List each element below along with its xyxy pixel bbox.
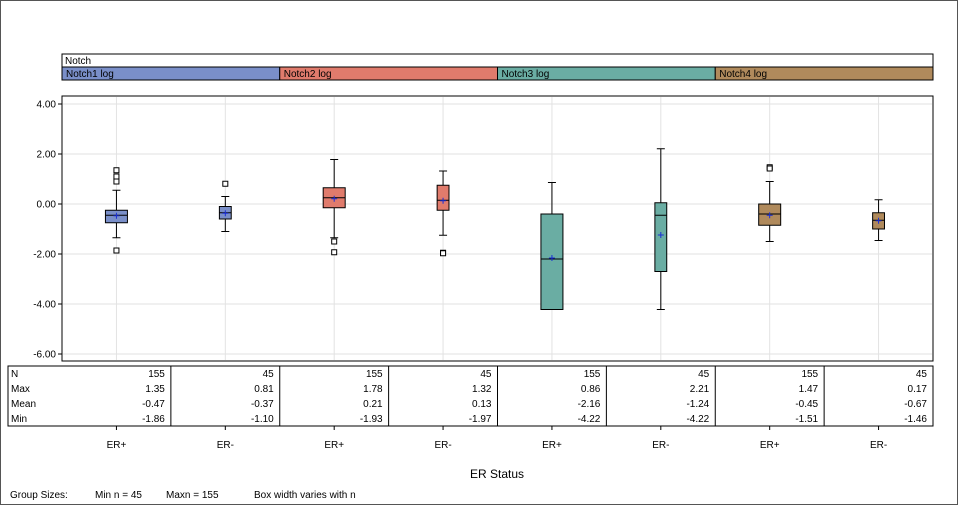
stats-cell: 2.21 xyxy=(690,384,710,395)
box-series xyxy=(104,148,885,310)
stats-cell: 1.78 xyxy=(363,384,383,395)
stats-cell: -2.16 xyxy=(578,399,601,410)
stats-cell: -1.10 xyxy=(251,414,274,425)
stats-cell: -1.97 xyxy=(469,414,492,425)
stats-table: N 155 45 155 45 155 45 155 45 Max 1.35 0.81 1.78 1.32… xyxy=(7,365,934,427)
box-7 xyxy=(758,164,782,242)
footer-max-n: Maxn = 155 xyxy=(166,490,219,501)
x-axis-label: ER Status xyxy=(470,467,524,481)
group-band-4 xyxy=(714,66,934,81)
header-title-band xyxy=(61,53,934,68)
footer-box-width-note: Box width varies with n xyxy=(254,490,356,501)
y-tick-label: -2.00 xyxy=(33,250,56,261)
x-category-label: ER+ xyxy=(324,440,344,451)
stats-cell: -0.45 xyxy=(795,399,818,410)
x-category-label: ER+ xyxy=(760,440,780,451)
box-8 xyxy=(872,199,885,241)
outlier-point xyxy=(331,249,338,256)
stats-cell: 1.35 xyxy=(145,384,165,395)
outlier-point xyxy=(440,250,447,257)
stats-cell: -4.22 xyxy=(686,414,709,425)
stats-cell: 155 xyxy=(366,369,383,380)
x-category-label: ER- xyxy=(652,440,669,451)
stats-row-label: Mean xyxy=(11,399,36,410)
stats-cell: 45 xyxy=(916,369,928,380)
stats-cell: -4.22 xyxy=(578,414,601,425)
stats-cell: 45 xyxy=(263,369,275,380)
outlier-point xyxy=(766,165,773,172)
box-6 xyxy=(654,148,668,310)
y-axis: 4.00 2.00 0.00 -2.00 -4.00 -6.00 xyxy=(33,100,62,361)
box-3 xyxy=(322,159,346,256)
y-tick-label: 4.00 xyxy=(37,100,57,111)
stats-cell: -1.93 xyxy=(360,414,383,425)
stats-cell: 155 xyxy=(584,369,601,380)
x-category-label: ER- xyxy=(870,440,887,451)
box-body xyxy=(540,213,564,310)
box-2 xyxy=(218,180,232,232)
header-title: Notch xyxy=(65,56,91,67)
stats-cell: -1.24 xyxy=(686,399,709,410)
group-header-bands: Notch1 log Notch2 log Notch3 log Notch4 log xyxy=(61,66,934,81)
outlier-point xyxy=(113,173,120,180)
outlier-point xyxy=(222,180,229,187)
stats-row-label: Min xyxy=(11,414,27,425)
stats-row-label: Max xyxy=(11,384,30,395)
stats-cell: -1.86 xyxy=(142,414,165,425)
footer-min-n: Min n = 45 xyxy=(95,490,142,501)
stats-cell: -1.51 xyxy=(795,414,818,425)
stats-cell: 0.17 xyxy=(908,384,928,395)
box-5 xyxy=(540,182,564,310)
stats-cell: 0.86 xyxy=(581,384,601,395)
x-category-label: ER- xyxy=(217,440,234,451)
y-tick-label: -6.00 xyxy=(33,350,56,361)
stats-cell: 45 xyxy=(698,369,710,380)
x-category-label: ER+ xyxy=(542,440,562,451)
x-category-label: ER+ xyxy=(107,440,127,451)
group-band-label: Notch1 log xyxy=(66,69,114,80)
outlier-point xyxy=(113,167,120,174)
x-category-label: ER- xyxy=(434,440,451,451)
group-band-label: Notch4 log xyxy=(719,69,767,80)
stats-cell: 155 xyxy=(801,369,818,380)
outlier-point xyxy=(113,178,120,185)
stats-cell: 1.47 xyxy=(799,384,819,395)
stats-cell: -1.46 xyxy=(904,414,927,425)
plot-area xyxy=(61,95,934,362)
outlier-point xyxy=(331,238,338,245)
stats-row-label: N xyxy=(11,369,18,380)
stats-cell: -0.37 xyxy=(251,399,274,410)
y-tick-label: 0.00 xyxy=(37,200,57,211)
stats-cell: 0.21 xyxy=(363,399,383,410)
stats-cell: 45 xyxy=(480,369,492,380)
x-axis-categories: ER+ ER- ER+ ER- ER+ ER- ER+ ER- xyxy=(107,426,887,451)
box-1 xyxy=(104,167,128,254)
stats-cell: -0.67 xyxy=(904,399,927,410)
stats-cell: 0.81 xyxy=(254,384,274,395)
stats-cell: -0.47 xyxy=(142,399,165,410)
y-tick-label: 2.00 xyxy=(37,150,57,161)
group-band-label: Notch2 log xyxy=(284,69,332,80)
box-4 xyxy=(436,170,450,257)
group-band-label: Notch3 log xyxy=(502,69,550,80)
stats-cell: 1.32 xyxy=(472,384,492,395)
footer-group-sizes: Group Sizes: xyxy=(10,490,68,501)
outlier-point xyxy=(113,247,120,254)
stats-cell: 155 xyxy=(148,369,165,380)
stats-table-frame xyxy=(7,365,934,427)
stats-cell: 0.13 xyxy=(472,399,492,410)
y-tick-label: -4.00 xyxy=(33,300,56,311)
